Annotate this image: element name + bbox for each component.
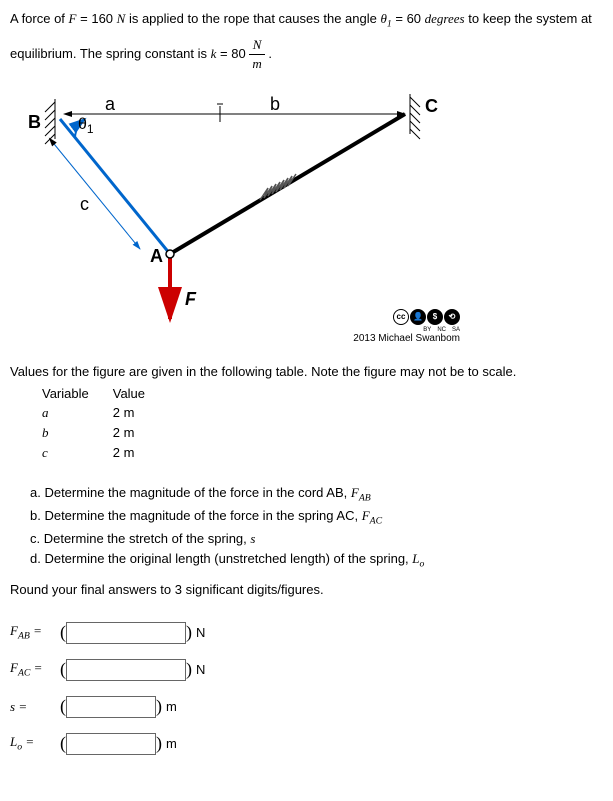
- nc-icon: $: [427, 309, 443, 325]
- answer-fab: FAB = ( ) N: [10, 622, 603, 644]
- s-unit: m: [166, 699, 177, 714]
- frac-numerator: N: [249, 36, 264, 55]
- problem-statement: A force of F = 160 N is applied to the r…: [10, 10, 603, 31]
- k-symbol: k: [211, 46, 217, 61]
- text: is applied to the rope that causes the a…: [129, 11, 381, 26]
- answer-lo: Lo = ( ) m: [10, 733, 603, 755]
- question-b: b. Determine the magnitude of the force …: [30, 506, 603, 529]
- col-variable: Variable: [30, 384, 101, 403]
- s-input[interactable]: [66, 696, 156, 718]
- paren-close: ): [186, 659, 192, 680]
- col-value: Value: [101, 384, 157, 403]
- attribution-text: 2013 Michael Swanbom: [353, 333, 460, 344]
- sa-label: SA: [452, 327, 460, 333]
- paren-close: ): [156, 696, 162, 717]
- by-label: BY: [423, 327, 431, 333]
- label-F: F: [185, 289, 196, 310]
- sub: AB: [18, 631, 30, 642]
- sym: s: [250, 531, 255, 546]
- label-A: A: [150, 246, 163, 267]
- sym: F: [351, 485, 359, 500]
- var-cell: c: [30, 443, 101, 463]
- text: A force of: [10, 11, 69, 26]
- question-a: a. Determine the magnitude of the force …: [30, 483, 603, 506]
- theta-sub: 1: [87, 122, 94, 136]
- val-cell: 2 m: [101, 443, 157, 463]
- cc-icons: cc 👤 $ ⟲: [353, 309, 460, 325]
- table-row: a 2 m: [30, 403, 157, 423]
- text: equilibrium. The spring constant is: [10, 46, 211, 61]
- sub: AC: [18, 668, 30, 679]
- theta-char: θ: [78, 116, 87, 133]
- round-instruction: Round your final answers to 3 significan…: [10, 582, 603, 597]
- question-c: c. Determine the stretch of the spring, …: [30, 529, 603, 549]
- label-a: a: [105, 94, 115, 115]
- text: =: [80, 11, 91, 26]
- theta-unit: degrees: [425, 11, 465, 26]
- fab-unit: N: [196, 625, 205, 640]
- s-label: s =: [10, 699, 60, 715]
- frac-denominator: m: [249, 55, 264, 73]
- problem-statement-2: equilibrium. The spring constant is k = …: [10, 36, 603, 73]
- by-icon: 👤: [410, 309, 426, 325]
- text: .: [268, 46, 272, 61]
- text: a. Determine the magnitude of the force …: [30, 485, 351, 500]
- label-b: b: [270, 94, 280, 115]
- sub: o: [420, 558, 425, 569]
- label-theta: θ1: [78, 116, 94, 136]
- sub: AC: [370, 515, 382, 526]
- text: b. Determine the magnitude of the force …: [30, 508, 362, 523]
- sym: L: [412, 551, 419, 566]
- sym: F: [10, 623, 18, 638]
- values-intro: Values for the figure are given in the f…: [10, 364, 603, 379]
- lo-input[interactable]: [66, 733, 156, 755]
- sa-icon: ⟲: [444, 309, 460, 325]
- nc-label: NC: [437, 327, 446, 333]
- sym: s: [10, 699, 15, 714]
- sub: o: [17, 742, 22, 753]
- question-list: a. Determine the magnitude of the force …: [30, 483, 603, 572]
- val-cell: 2 m: [101, 423, 157, 443]
- theta-sub: 1: [387, 19, 392, 30]
- sym: F: [362, 508, 370, 523]
- text: d. Determine the original length (unstre…: [30, 551, 412, 566]
- theta-value: 60: [407, 11, 425, 26]
- var-cell: a: [30, 403, 101, 423]
- attribution: cc 👤 $ ⟲ BY NC SA 2013 Michael Swanbom: [353, 309, 460, 344]
- fab-label: FAB =: [10, 623, 60, 642]
- force-unit: N: [117, 11, 126, 26]
- fac-input[interactable]: [66, 659, 186, 681]
- force-symbol: F: [69, 11, 77, 26]
- lo-unit: m: [166, 736, 177, 751]
- fab-input[interactable]: [66, 622, 186, 644]
- cc-icon: cc: [393, 309, 409, 325]
- var-cell: b: [30, 423, 101, 443]
- text: =: [395, 11, 406, 26]
- val-cell: 2 m: [101, 403, 157, 423]
- answer-s: s = ( ) m: [10, 696, 603, 718]
- k-value: 80: [231, 46, 249, 61]
- label-B: B: [28, 112, 41, 133]
- fac-label: FAC =: [10, 660, 60, 679]
- label-C: C: [425, 96, 438, 117]
- text: to keep the system at: [468, 11, 592, 26]
- force-value: 160: [91, 11, 116, 26]
- answer-fac: FAC = ( ) N: [10, 659, 603, 681]
- question-d: d. Determine the original length (unstre…: [30, 549, 603, 572]
- table-header: Variable Value: [30, 384, 157, 403]
- paren-close: ): [156, 733, 162, 754]
- values-table: Variable Value a 2 m b 2 m c 2 m: [30, 384, 157, 463]
- lo-label: Lo =: [10, 734, 60, 753]
- sym: F: [10, 660, 18, 675]
- table-row: b 2 m: [30, 423, 157, 443]
- label-c: c: [80, 194, 89, 215]
- k-unit-fraction: N m: [249, 36, 264, 73]
- fac-unit: N: [196, 662, 205, 677]
- text: c. Determine the stretch of the spring,: [30, 531, 250, 546]
- figure: B a b C θ1 c A F cc 👤 $ ⟲ BY NC SA 2013 …: [10, 84, 470, 344]
- text: =: [220, 46, 231, 61]
- table-row: c 2 m: [30, 443, 157, 463]
- sub: AB: [359, 492, 371, 503]
- paren-close: ): [186, 622, 192, 643]
